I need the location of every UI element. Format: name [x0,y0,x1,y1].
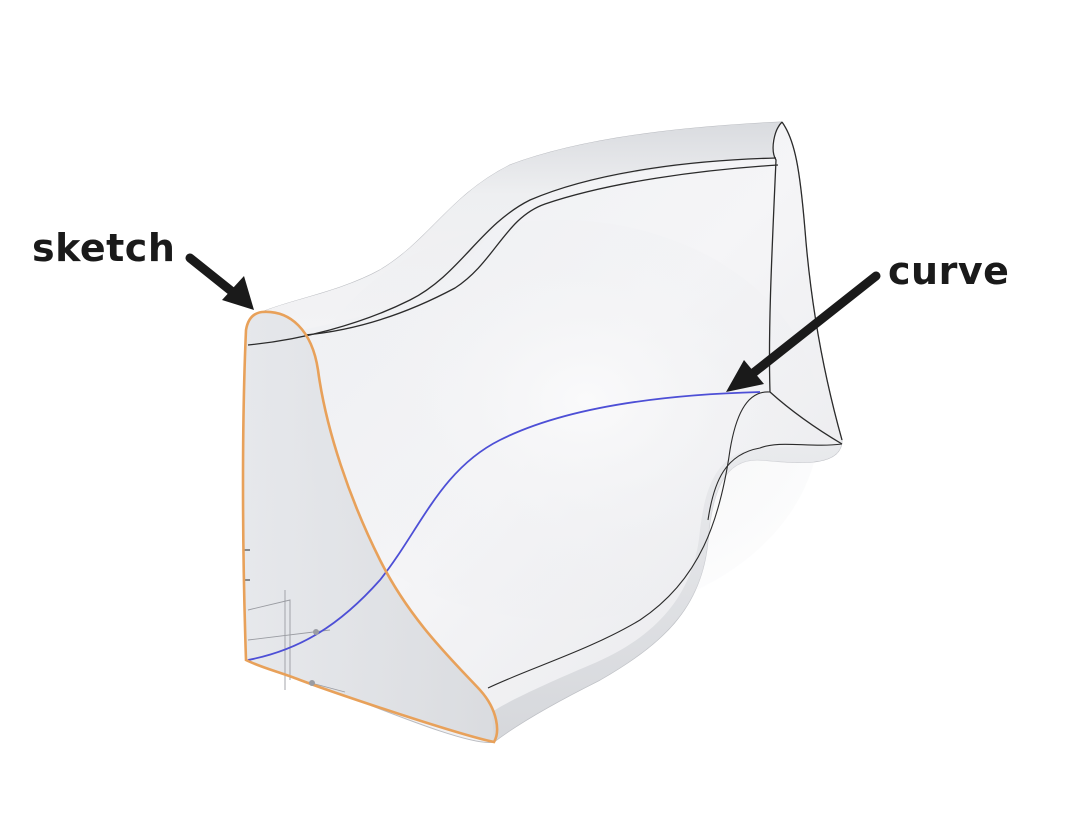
sketch-label: sketch [32,226,176,270]
guide-curve [247,391,761,661]
sketch-profile-outline [241,310,499,744]
model-edges [244,121,843,689]
curve-arrow [726,271,881,392]
sketch-arrow [185,253,254,310]
curve-marker [313,629,319,635]
curve-label: curve [888,249,1010,293]
sketch-marker [309,680,315,686]
surface-highlight [300,220,820,620]
bottom-surface [492,440,842,742]
sketch-face [243,311,498,742]
